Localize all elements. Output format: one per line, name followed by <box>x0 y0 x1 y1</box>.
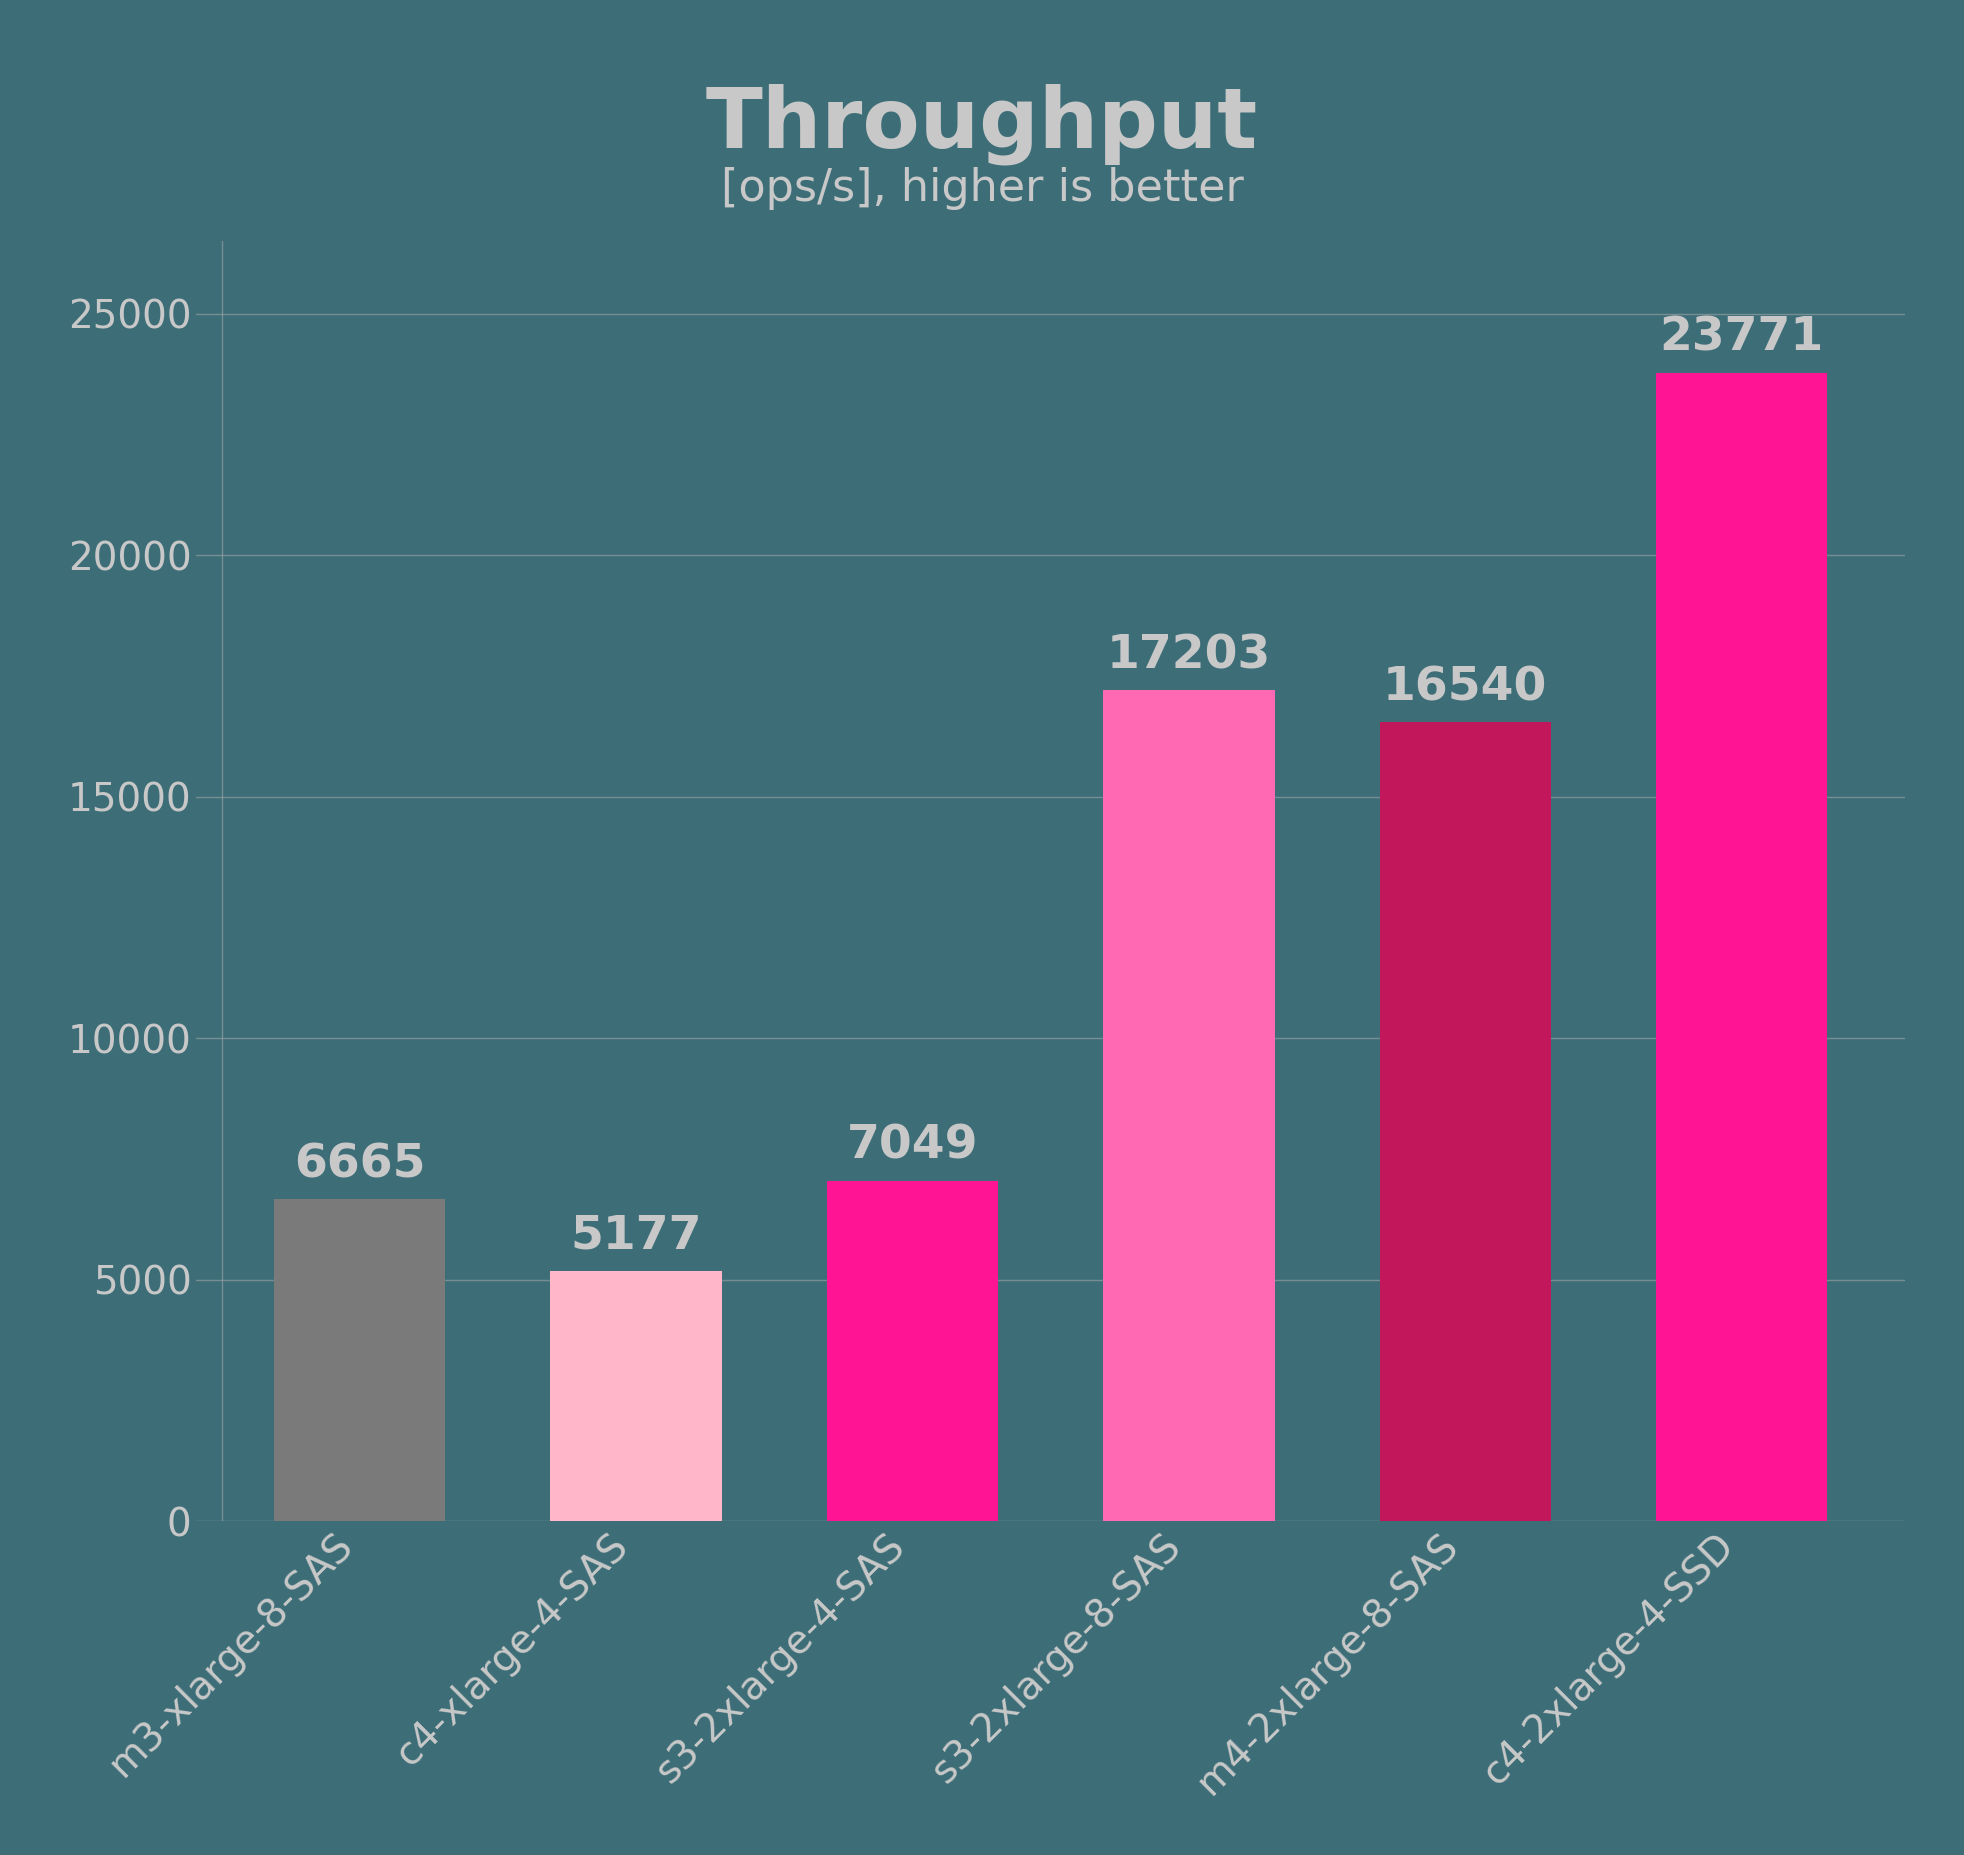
Text: [ops/s], higher is better: [ops/s], higher is better <box>721 167 1243 210</box>
Text: 5177: 5177 <box>570 1213 701 1260</box>
Text: Throughput: Throughput <box>705 83 1259 165</box>
Text: 7049: 7049 <box>846 1124 978 1169</box>
Bar <box>550 1271 723 1521</box>
Text: 23771: 23771 <box>1660 315 1825 362</box>
Text: 17203: 17203 <box>1108 633 1271 679</box>
Bar <box>275 1198 446 1521</box>
Text: 6665: 6665 <box>295 1143 426 1187</box>
Text: 16540: 16540 <box>1383 666 1548 710</box>
Bar <box>1656 373 1827 1521</box>
Bar <box>1379 722 1552 1521</box>
Bar <box>827 1180 998 1521</box>
Bar <box>1104 690 1275 1521</box>
